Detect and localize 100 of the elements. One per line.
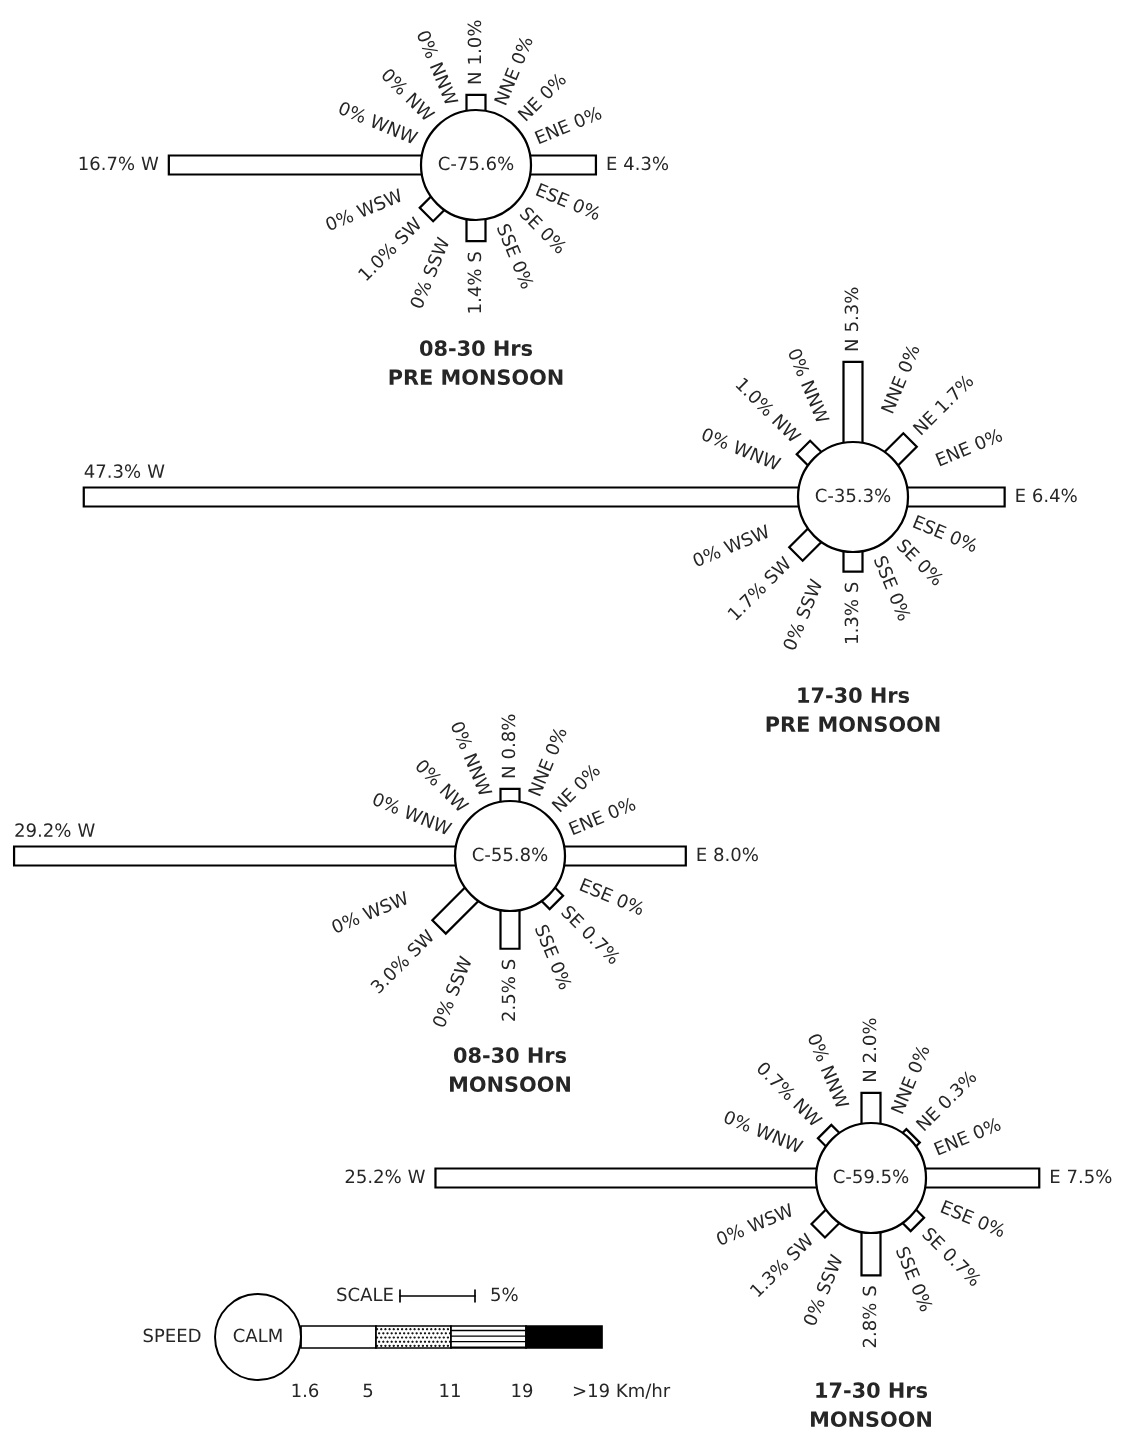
data-label: 0%	[511, 259, 535, 290]
category-label: S	[501, 959, 516, 970]
data-label: 0%	[510, 35, 534, 65]
data-label: 0%	[416, 29, 440, 60]
text: 17-30 Hrs	[798, 687, 910, 704]
data-label: 0%	[380, 67, 409, 96]
data-label: 0%	[572, 105, 603, 129]
data-label: 29.2%	[15, 823, 71, 837]
data-label: 0%	[782, 621, 805, 652]
data-label: 0%	[888, 591, 912, 622]
data-label: 0%	[787, 347, 811, 378]
text: 5%	[491, 1287, 518, 1302]
data-label: 0%	[450, 720, 474, 751]
category-label: WSW	[722, 524, 771, 555]
data-label: 0%	[606, 796, 637, 820]
category-label: N	[501, 767, 515, 778]
data-label: 0%	[910, 1282, 934, 1313]
data-label: 0%	[330, 911, 361, 934]
data-label: 0%	[897, 343, 921, 374]
data-label: 8.0%	[714, 847, 758, 862]
data-label: 16.7%	[79, 156, 135, 171]
category-label: N	[467, 73, 481, 84]
category-label: SSE	[873, 554, 899, 590]
category-label: W	[78, 823, 95, 837]
category-label: SSE	[895, 1245, 921, 1281]
text: 08-30 Hrs	[420, 340, 533, 357]
category-label: SSW	[815, 1253, 844, 1295]
category-label: W	[147, 464, 165, 478]
category-label: ENE	[935, 441, 972, 467]
data-label: 0%	[691, 544, 722, 568]
data-label: 0%	[538, 71, 567, 101]
data-label: 0%	[337, 100, 368, 124]
category-label: SW	[763, 555, 793, 585]
data-label: 0%	[807, 1032, 831, 1063]
category-label: WSW	[746, 1202, 795, 1234]
data-label: 0%	[431, 998, 455, 1029]
data-label: 0%	[371, 791, 402, 815]
data-label: 25.2%	[345, 1169, 401, 1184]
category-label: ENE	[534, 119, 571, 145]
data-label: 2.8%	[862, 1303, 877, 1348]
data-label: 0%	[700, 427, 731, 450]
category-label: SW	[406, 928, 436, 958]
text: C-75.6%	[438, 156, 514, 171]
category-label: SSE	[534, 923, 560, 959]
category-label: NE	[912, 410, 938, 436]
text: C-59.5%	[833, 1169, 909, 1184]
category-label: SSE	[496, 222, 522, 258]
category-label: N	[844, 340, 858, 351]
category-label: E	[1051, 1169, 1060, 1183]
category-label: SSW	[444, 955, 473, 997]
category-label: WSW	[355, 188, 404, 219]
text: C-35.3%	[815, 488, 891, 503]
data-label: 0%	[549, 960, 573, 991]
data-label: 0%	[976, 1214, 1007, 1238]
data-label: 2.5%	[501, 977, 516, 1021]
text: 08-30 Hrs	[454, 1047, 567, 1064]
data-label: 0%	[948, 529, 979, 553]
category-label: W	[408, 1169, 425, 1183]
data-label: 0%	[571, 197, 602, 221]
category-label: SW	[785, 1232, 815, 1262]
data-label: 0.8%	[501, 714, 516, 759]
text: SCALE	[337, 1287, 393, 1302]
category-label: SE	[560, 904, 585, 929]
category-label: NNW	[820, 1065, 850, 1110]
data-label: 0%	[715, 1223, 746, 1246]
text: PRE MONSOON	[389, 369, 563, 386]
category-label: ESE	[535, 182, 570, 208]
category-label: ESE	[912, 514, 947, 540]
data-label: 0%	[572, 762, 601, 792]
data-label: 0%	[544, 726, 568, 756]
text: PRE MONSOON	[766, 716, 940, 733]
category-label: NNE	[880, 375, 907, 414]
category-label: E	[1016, 488, 1025, 502]
category-label: SW	[393, 216, 423, 246]
text: 5	[363, 1383, 373, 1398]
category-label: S	[467, 252, 482, 262]
data-label: 47.3%	[84, 464, 141, 478]
data-label: 4.3%	[624, 156, 669, 171]
data-label: 0%	[414, 758, 443, 787]
category-label: ENE	[568, 810, 605, 836]
category-label: S	[862, 1286, 877, 1296]
data-label: 6.4%	[1033, 488, 1077, 503]
category-label: ESE	[940, 1199, 975, 1225]
category-label: SSW	[795, 578, 823, 620]
data-label: 0%	[324, 208, 355, 232]
data-label: 0%	[907, 1044, 930, 1074]
data-label: 7.5%	[1067, 1169, 1112, 1184]
text: SPEED	[143, 1328, 201, 1343]
category-label: WSW	[361, 890, 410, 921]
data-label: 1.4%	[467, 269, 482, 313]
data-label: 5.3%	[844, 287, 859, 332]
text: 17-30 Hrs	[816, 1382, 928, 1399]
category-label: NNE	[890, 1076, 917, 1115]
text: 19	[512, 1383, 533, 1398]
text: C-55.8%	[472, 847, 548, 862]
data-label: 0%	[723, 1109, 753, 1133]
data-label: 1.0%	[467, 20, 482, 64]
category-label: ESE	[579, 877, 614, 903]
text: CALM	[233, 1328, 282, 1343]
category-label: SSW	[422, 236, 450, 278]
